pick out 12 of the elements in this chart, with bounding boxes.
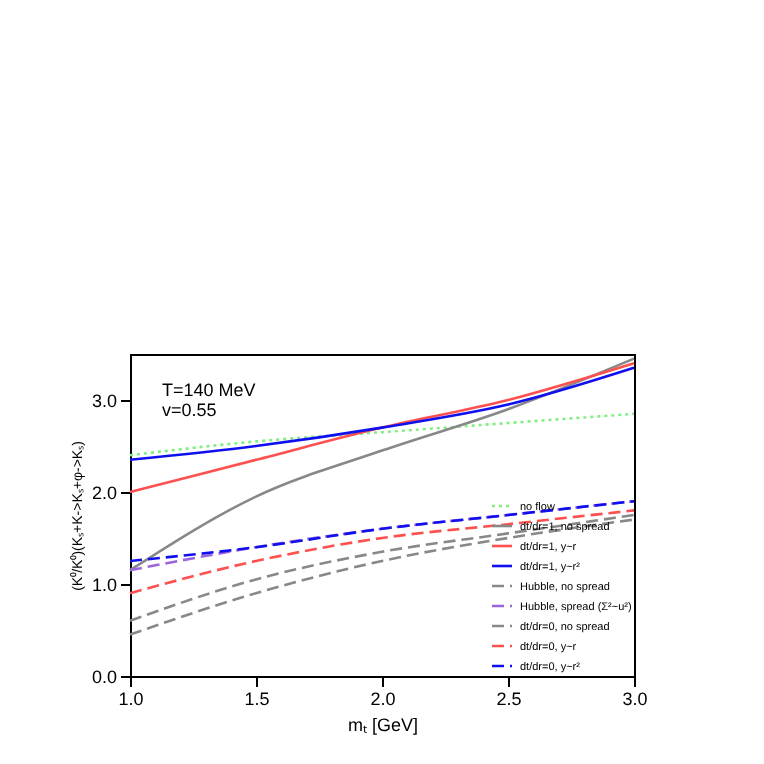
y-tick-label: 1.0 bbox=[91, 575, 117, 595]
x-axis-title: mₜ [GeV] bbox=[347, 715, 419, 735]
x-tick-label: 3.0 bbox=[622, 689, 648, 709]
x-tick-label: 2.0 bbox=[370, 689, 396, 709]
y-tick-label: 0.0 bbox=[91, 667, 117, 687]
x-tick-label: 2.5 bbox=[496, 689, 522, 709]
annotation: v=0.55 bbox=[162, 400, 217, 420]
annotation: T=140 MeV bbox=[162, 380, 256, 400]
x-tick-label: 1.5 bbox=[244, 689, 270, 709]
y-tick-label: 3.0 bbox=[91, 391, 117, 411]
x-tick-label: 1.0 bbox=[118, 689, 144, 709]
y-tick-label: 2.0 bbox=[91, 483, 117, 503]
